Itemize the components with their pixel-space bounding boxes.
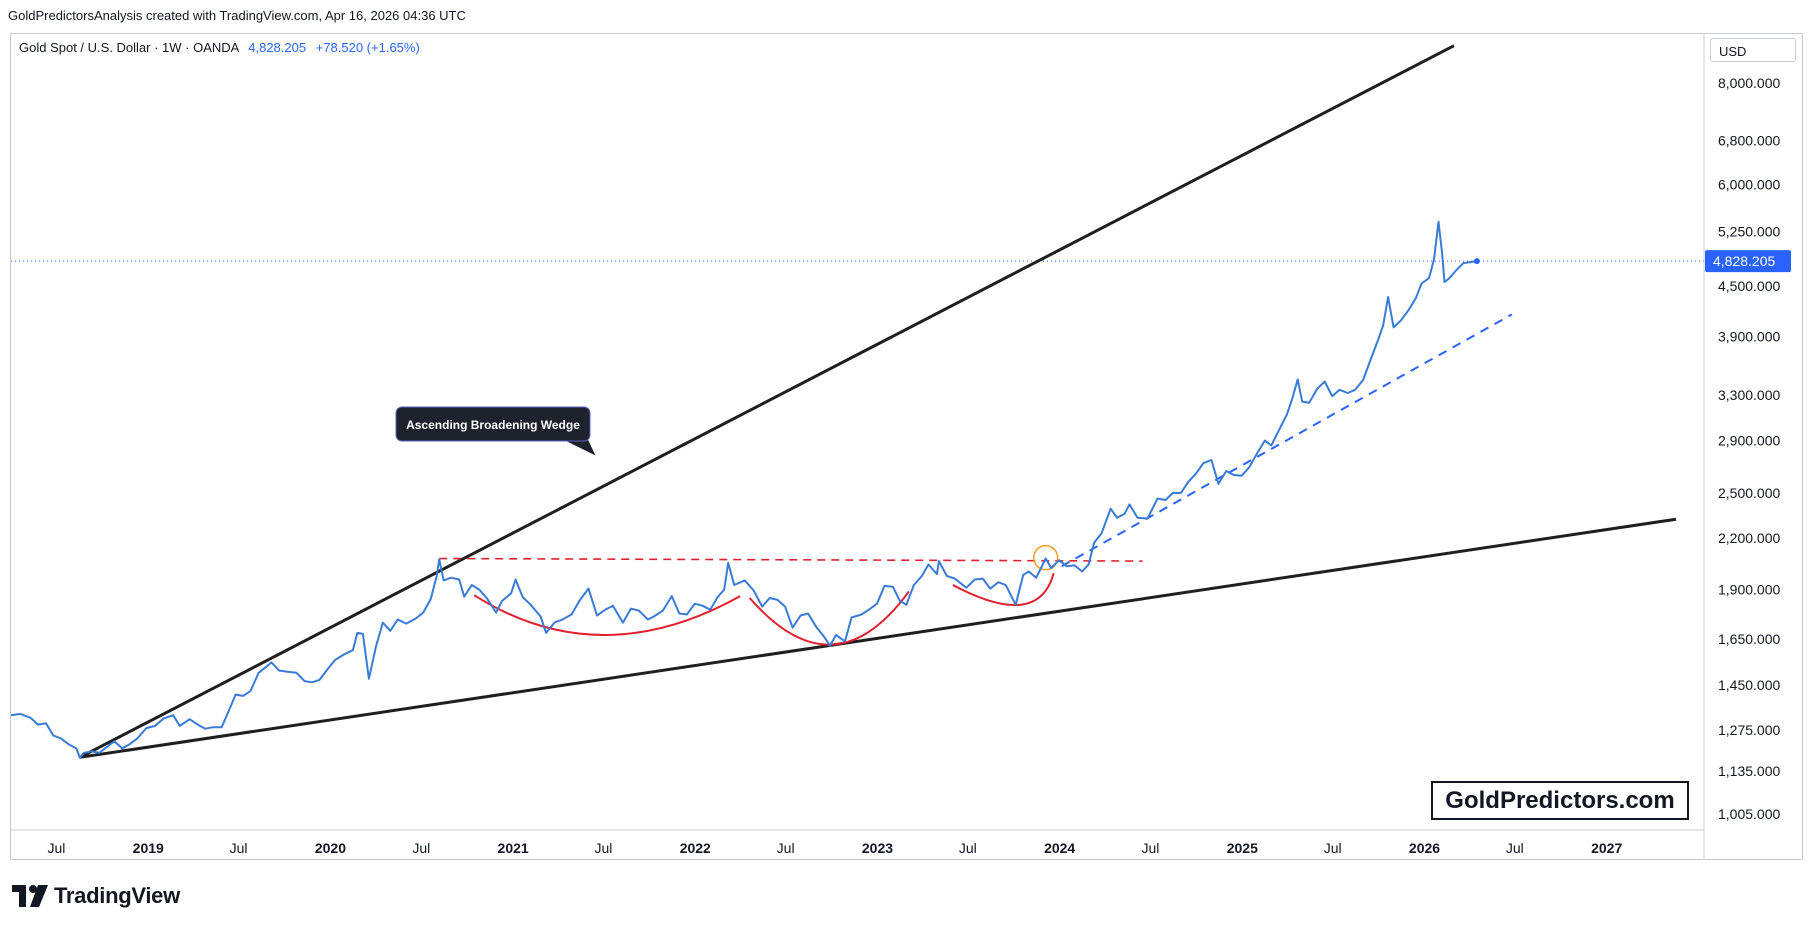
y-tick-label: 4,500.000 — [1718, 278, 1780, 294]
rounded-bottom-arc — [952, 572, 1055, 606]
x-tick-label: Jul — [1506, 840, 1524, 856]
x-tick-label: Jul — [1324, 840, 1342, 856]
resistance-line — [439, 557, 1143, 562]
x-tick-label: 2023 — [862, 840, 893, 856]
x-tick-label: Jul — [594, 840, 612, 856]
y-tick-label: 1,135.000 — [1718, 763, 1780, 779]
y-tick-label: 2,500.000 — [1718, 485, 1780, 501]
support-trend-line — [1061, 313, 1513, 568]
y-tick-label: 8,000.000 — [1718, 75, 1780, 91]
x-tick-label: 2024 — [1044, 840, 1075, 856]
wedge-lower-line — [79, 517, 1677, 759]
last-price-dot — [1473, 258, 1480, 265]
watermark-brand-box: GoldPredictors.com — [1431, 781, 1689, 820]
x-tick-label: Jul — [777, 840, 795, 856]
wedge-upper-line — [79, 44, 1455, 759]
currency-selector[interactable]: USD — [1710, 38, 1796, 62]
y-tick-label: 1,005.000 — [1718, 806, 1780, 822]
y-tick-label: 5,250.000 — [1718, 224, 1780, 240]
y-tick-label: 6,800.000 — [1718, 132, 1780, 148]
x-tick-label: 2021 — [498, 840, 529, 856]
y-tick-label: 1,275.000 — [1718, 722, 1780, 738]
x-tick-label: 2020 — [315, 840, 346, 856]
x-tick-label: Jul — [412, 840, 430, 856]
x-tick-label: Jul — [47, 840, 65, 856]
y-tick-label: 1,900.000 — [1718, 582, 1780, 598]
callout-text: Ascending Broadening Wedge — [406, 418, 580, 432]
tradingview-logo[interactable]: TradingView — [12, 883, 180, 909]
x-tick-label: 2027 — [1591, 840, 1622, 856]
y-tick-label: 1,650.000 — [1718, 631, 1780, 647]
chart-frame[interactable] — [10, 33, 1803, 860]
x-tick-label: Jul — [230, 840, 248, 856]
x-tick-label: Jul — [959, 840, 977, 856]
legend-price: 4,828.205 — [248, 40, 307, 55]
rounded-bottom-arc — [473, 594, 741, 637]
y-tick-label: 2,200.000 — [1718, 530, 1780, 546]
callout-box — [395, 406, 591, 442]
x-tick-label: 2022 — [680, 840, 711, 856]
x-tick-label: 2026 — [1409, 840, 1440, 856]
chart-legend: Gold Spot / U.S. Dollar · 1W · OANDA 4,8… — [19, 40, 420, 55]
tradingview-wordmark: TradingView — [54, 883, 180, 908]
y-tick-label: 3,300.000 — [1718, 387, 1780, 403]
y-tick-label: 3,900.000 — [1718, 328, 1780, 344]
y-tick-label: 2,900.000 — [1718, 433, 1780, 449]
y-tick-label: 1,450.000 — [1718, 677, 1780, 693]
tradingview-logo-icon — [12, 885, 48, 907]
x-tick-label: 2025 — [1227, 840, 1258, 856]
last-price-tag-label: 4,828.205 — [1713, 253, 1775, 269]
last-price-tag — [1705, 250, 1791, 273]
x-tick-label: 2019 — [133, 840, 164, 856]
breakout-circle — [1032, 544, 1059, 571]
x-tick-label: Jul — [1142, 840, 1160, 856]
gold-price-line — [11, 220, 1478, 759]
legend-change: +78.520 (+1.65%) — [315, 40, 420, 55]
legend-symbol: Gold Spot / U.S. Dollar · 1W · OANDA — [19, 40, 239, 55]
chart-credit: GoldPredictorsAnalysis created with Trad… — [8, 8, 466, 23]
y-tick-label: 6,000.000 — [1718, 177, 1780, 193]
